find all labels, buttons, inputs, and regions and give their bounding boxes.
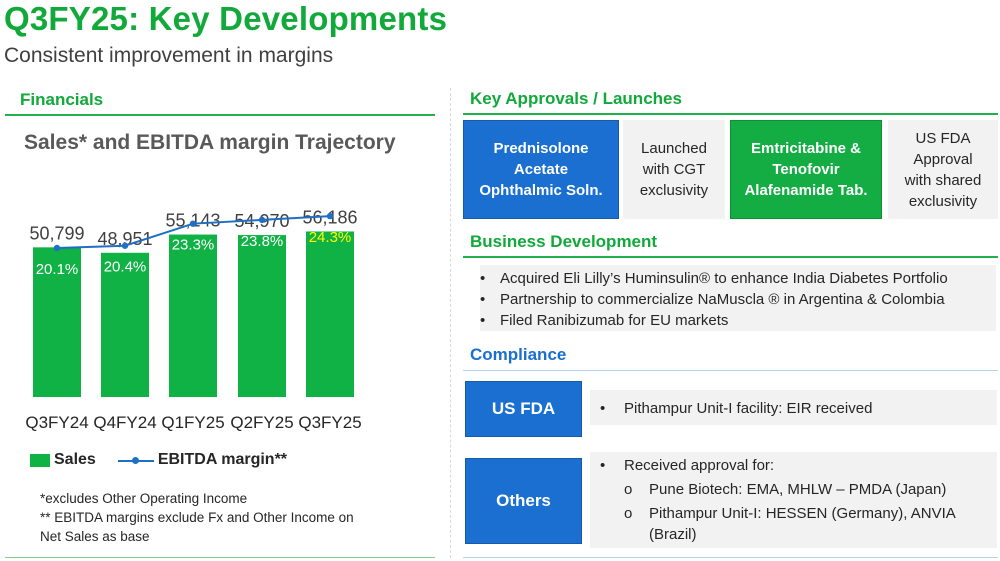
- sales-bar: [169, 234, 217, 397]
- ebitda-margin-label: 20.1%: [36, 261, 79, 278]
- approval-product-emtricitabine: Emtricitabine & Tenofovir Alafenamide Ta…: [730, 120, 882, 219]
- business-development-list: Acquired Eli Lilly’s Huminsulin® to enha…: [480, 265, 996, 331]
- compliance-label-us-fda: US FDA: [465, 381, 582, 437]
- page-subtitle: Consistent improvement in margins: [4, 44, 334, 67]
- compliance-others-text: • Received approval for: o Pune Biotech:…: [590, 452, 997, 548]
- approvals-divider: [463, 113, 998, 115]
- category-tick-label: Q3FY24: [25, 413, 88, 432]
- legend-sales-swatch: [30, 453, 50, 467]
- footnote-line: Net Sales as base: [40, 529, 150, 544]
- bullet-glyph: •: [600, 457, 606, 474]
- compliance-divider: [463, 370, 998, 371]
- sales-ebitda-chart: 50,79948,95155,14354,97056,18620.1%20.4%…: [25, 207, 361, 432]
- footnote-line: *excludes Other Operating Income: [40, 491, 248, 506]
- product-line: Acetate: [513, 161, 569, 178]
- ebitda-margin-label: 23.8%: [241, 233, 284, 250]
- legend-sales-label: Sales: [54, 451, 96, 468]
- category-tick-label: Q2FY25: [230, 413, 293, 432]
- financials-heading: Financials: [20, 90, 104, 109]
- status-line: with shared: [904, 171, 982, 189]
- ebitda-margin-point: [53, 244, 61, 252]
- compliance-item: Pune Biotech: EMA, MHLW – PMDA (Japan): [649, 481, 947, 498]
- bullet-glyph: •: [600, 400, 606, 417]
- ebitda-margin-point: [258, 216, 266, 224]
- list-item: Filed Ranibizumab for EU markets: [480, 310, 996, 331]
- footnotes: *excludes Other Operating Income ** EBIT…: [40, 489, 354, 546]
- chart-title: Sales* and EBITDA margin Trajectory: [24, 131, 396, 154]
- sales-bar: [101, 252, 149, 397]
- ebitda-margin-point: [326, 212, 334, 220]
- sales-value-label: 48,951: [97, 229, 152, 249]
- sub-bullet-glyph: o: [624, 481, 633, 498]
- sales-bar: [306, 231, 354, 397]
- compliance-intro: Received approval for:: [624, 457, 775, 474]
- approvals-heading: Key Approvals / Launches: [470, 89, 682, 108]
- status-line: US FDA: [915, 129, 971, 147]
- sales-value-label: 50,799: [29, 223, 84, 243]
- legend-margin-swatch: [117, 454, 154, 467]
- status-line: Launched: [641, 140, 707, 157]
- list-item: Acquired Eli Lilly’s Huminsulin® to enha…: [480, 268, 996, 289]
- approval-status-prednisolone: Launched with CGT exclusivity: [623, 120, 725, 219]
- compliance-item: Pithampur Unit-I facility: EIR received: [624, 400, 873, 417]
- chart-legend: Sales EBITDA margin**: [30, 451, 287, 469]
- footnote-line: ** EBITDA margins exclude Fx and Other I…: [40, 510, 354, 525]
- sub-bullet-glyph: o: [624, 505, 633, 522]
- compliance-item: Pithampur Unit-I: HESSEN (Germany), ANVI…: [649, 505, 956, 522]
- ebitda-margin-label: 23.3%: [172, 237, 215, 254]
- product-line: Alafenamide Tab.: [744, 182, 868, 199]
- category-tick-label: Q3FY25: [298, 413, 361, 432]
- status-line: exclusivity: [908, 192, 978, 210]
- sales-bar: [238, 235, 286, 397]
- compliance-item: (Brazil): [649, 526, 697, 543]
- financials-divider: [5, 114, 435, 116]
- product-line: Ophthalmic Soln.: [479, 182, 603, 199]
- ebitda-margin-label: 24.3%: [309, 229, 352, 246]
- page-title: Q3FY25: Key Developments: [4, 0, 448, 37]
- status-line: exclusivity: [639, 182, 709, 199]
- approval-status-emtricitabine: US FDA Approval with shared exclusivity: [888, 120, 998, 219]
- compliance-us-fda-text: • Pithampur Unit-I facility: EIR receive…: [590, 390, 997, 425]
- product-line: Prednisolone: [493, 140, 589, 157]
- status-line: with CGT: [642, 161, 706, 178]
- financials-bottom-divider: [5, 557, 435, 558]
- category-tick-label: Q4FY24: [93, 413, 156, 432]
- product-line: Tenofovir: [772, 161, 840, 178]
- compliance-bottom-divider: [463, 557, 998, 558]
- legend-margin-label: EBITDA margin**: [157, 451, 288, 468]
- status-line: Approval: [913, 150, 973, 168]
- approval-product-prednisolone: Prednisolone Acetate Ophthalmic Soln.: [463, 120, 619, 219]
- column-separator: [450, 88, 451, 558]
- compliance-label-others: Others: [465, 458, 582, 544]
- bd-divider: [463, 256, 998, 258]
- ebitda-margin-point: [121, 242, 129, 249]
- compliance-heading: Compliance: [470, 345, 567, 364]
- ebitda-margin-point: [189, 220, 197, 227]
- product-line: Emtricitabine &: [750, 140, 862, 157]
- category-tick-label: Q1FY25: [161, 413, 224, 432]
- list-item: Partnership to commercialize NaMuscla ® …: [480, 289, 996, 310]
- sales-bar: [33, 247, 81, 397]
- ebitda-margin-label: 20.4%: [104, 259, 147, 276]
- business-development-heading: Business Development: [470, 232, 658, 251]
